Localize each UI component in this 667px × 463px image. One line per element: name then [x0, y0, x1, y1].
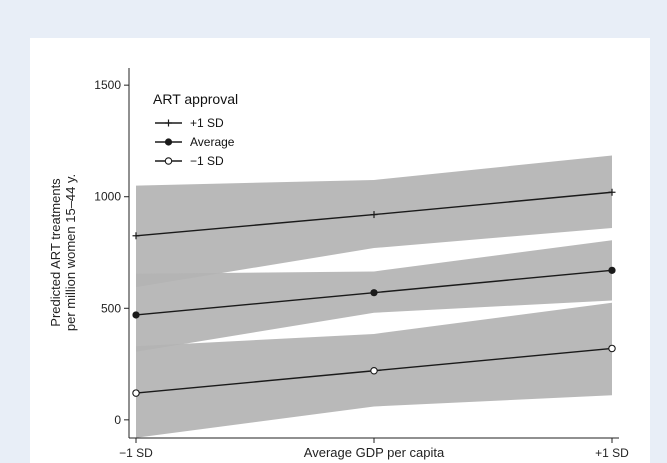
y-tick-label: 500: [101, 301, 121, 315]
series-markers: [132, 188, 616, 397]
legend-marker-2: [164, 157, 173, 165]
legend-marker-0: [165, 119, 172, 127]
legend: ART approval +1 SD Average −1 SD: [153, 91, 238, 168]
legend-label-2: −1 SD: [190, 154, 224, 168]
point-2-1: [370, 367, 378, 375]
y-axis-title-line-1: per million women 15–44 y.: [63, 174, 78, 331]
point-1-1: [370, 289, 378, 297]
y-tick-label: 1500: [94, 78, 121, 92]
legend-label-0: +1 SD: [190, 116, 224, 130]
chart-panel: 0 500 1000 1500 −1 SD +1 SD Average GDP per ca…: [30, 38, 650, 463]
confidence-bands: [136, 155, 612, 438]
legend-marker-1: [164, 138, 173, 146]
point-0-1: [370, 211, 378, 219]
point-0-0: [132, 232, 140, 240]
x-tick-label: −1 SD: [119, 446, 153, 460]
chart-svg: 0 500 1000 1500 −1 SD +1 SD Average GDP per ca…: [48, 68, 629, 460]
y-tick-label: 0: [114, 413, 121, 427]
x-tick-label: +1 SD: [595, 446, 629, 460]
x-axis-title: Average GDP per capita: [304, 445, 445, 460]
legend-label-1: Average: [190, 135, 235, 149]
point-0-2: [608, 188, 616, 196]
legend-title: ART approval: [153, 91, 238, 107]
axes: 0 500 1000 1500 −1 SD +1 SD Average GDP per ca…: [48, 68, 629, 460]
ci-band-0: [136, 155, 612, 288]
point-2-2: [608, 344, 616, 353]
point-1-2: [608, 266, 616, 274]
point-2-0: [132, 389, 140, 397]
y-axis-title-line-0: Predicted ART treatments: [48, 178, 63, 327]
y-tick-label: 1000: [94, 190, 121, 204]
point-1-0: [132, 311, 140, 319]
